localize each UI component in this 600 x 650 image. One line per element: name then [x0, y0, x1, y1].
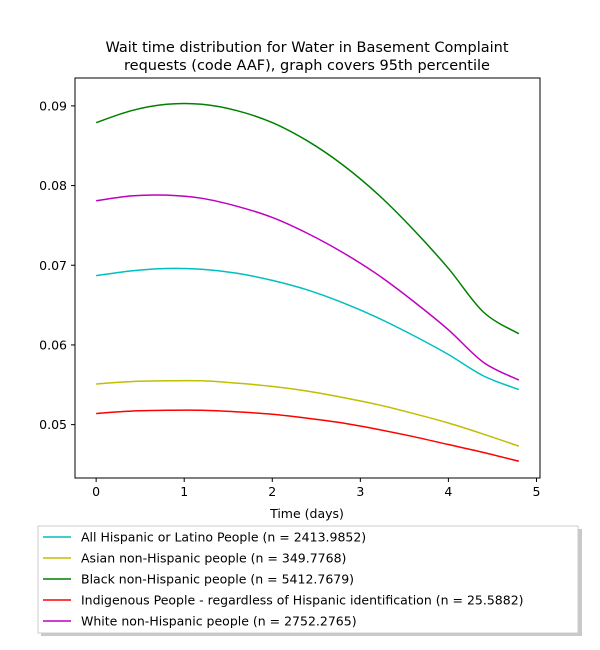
legend-box — [37, 525, 579, 634]
legend-entries: All Hispanic or Latino People (n = 2413.… — [43, 530, 524, 629]
x-tick-label: 0 — [92, 484, 100, 499]
series-line-3 — [95, 102, 520, 335]
chart-title-line-2: requests (code AAF), graph covers 95th p… — [124, 58, 490, 74]
series-line-1 — [96, 267, 520, 391]
legend-label-4: Indigenous People - regardless of Hispan… — [81, 593, 524, 608]
series-line-2 — [96, 379, 520, 447]
legend-label-2: Asian non-Hispanic people (n = 349.7768) — [81, 551, 346, 566]
legend-label-1: All Hispanic or Latino People (n = 2413.… — [81, 530, 366, 545]
legend: All Hispanic or Latino People (n = 2413.… — [37, 525, 582, 636]
x-tick-label: 5 — [533, 484, 541, 499]
y-tick-label: 0.07 — [39, 258, 67, 273]
x-tick-label: 3 — [356, 484, 364, 499]
legend-label-5: White non-Hispanic people (n = 2752.2765… — [81, 614, 357, 629]
series-line-4 — [96, 409, 520, 462]
series-layer — [95, 102, 520, 462]
series-line-5 — [96, 194, 520, 381]
y-tick-label: 0.06 — [39, 337, 67, 352]
x-tick-label: 4 — [444, 484, 452, 499]
x-axis-label: Time (days) — [269, 506, 344, 521]
plot-area — [74, 77, 541, 479]
y-axis: 0.05 0.06 0.07 0.08 0.09 — [39, 98, 75, 432]
y-tick-label: 0.09 — [39, 98, 67, 113]
x-tick-label: 2 — [268, 484, 276, 499]
x-axis: 0 1 2 3 4 5 — [92, 478, 540, 499]
y-tick-label: 0.05 — [39, 417, 67, 432]
x-tick-label: 1 — [180, 484, 188, 499]
legend-label-3: Black non-Hispanic people (n = 5412.7679… — [81, 572, 354, 587]
y-tick-label: 0.08 — [39, 178, 67, 193]
chart-title-line-1: Wait time distribution for Water in Base… — [105, 40, 508, 56]
